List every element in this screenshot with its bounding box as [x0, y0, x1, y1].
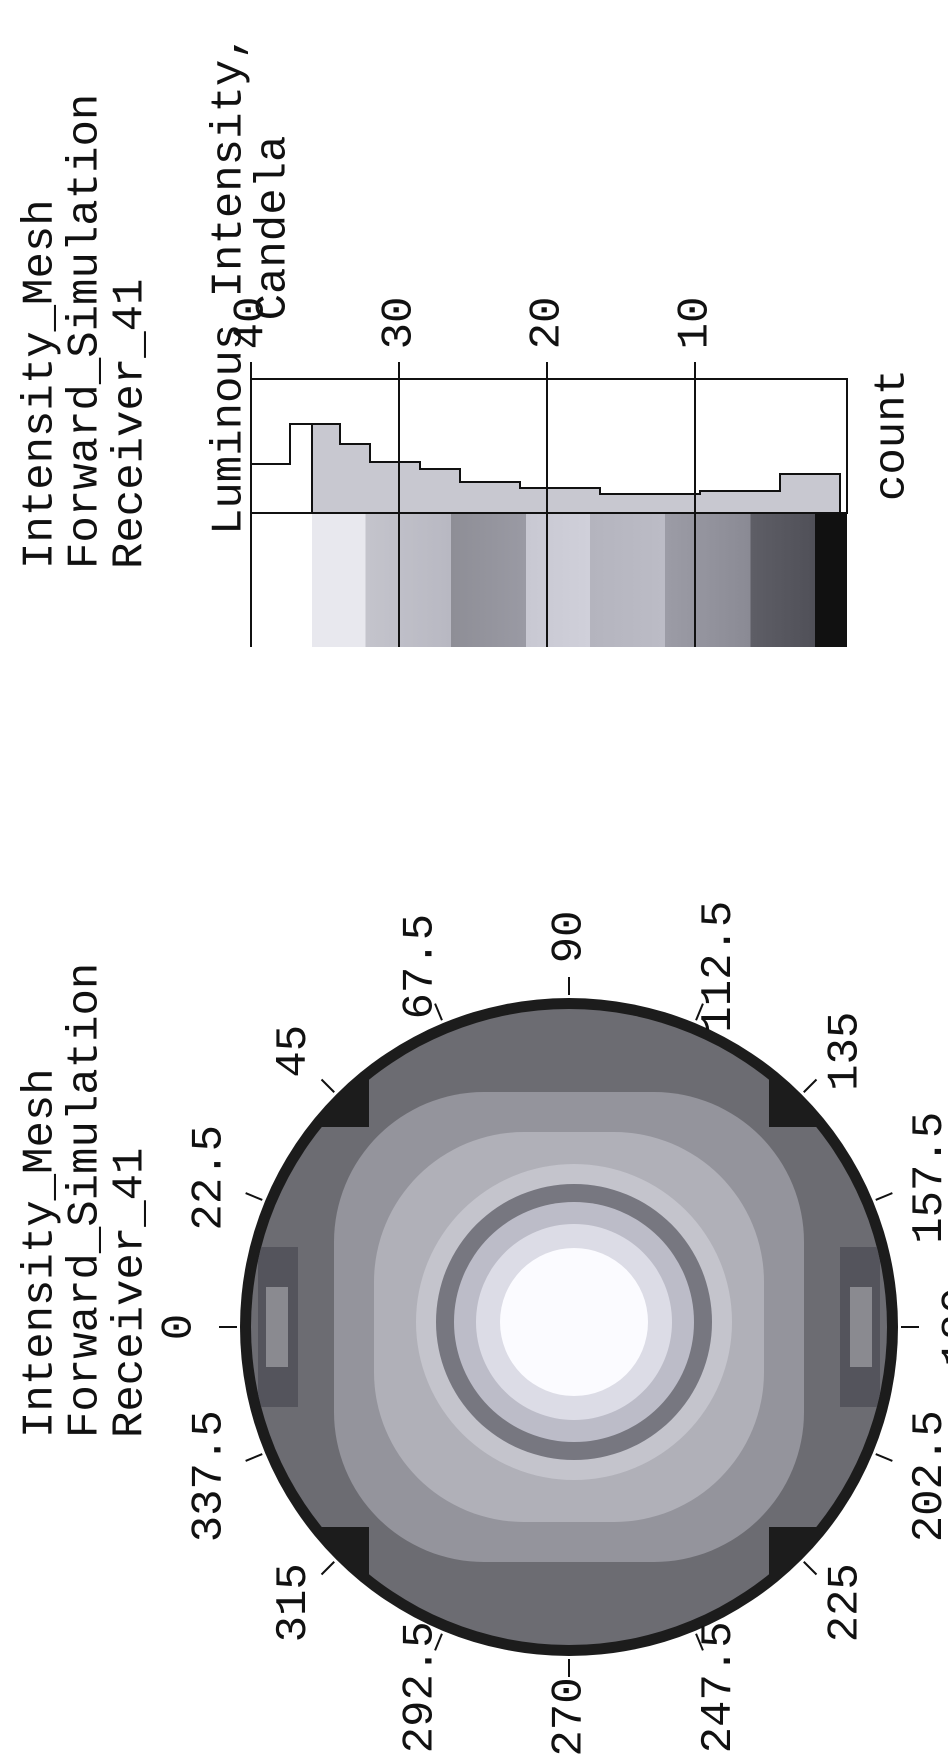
panel-title: Intensity_Mesh: [16, 1068, 66, 1438]
angle-tick: [695, 1003, 704, 1021]
panel-title: Receiver_41: [106, 1148, 156, 1438]
tick-label: 10: [671, 297, 721, 350]
angle-tick: [245, 1453, 263, 1462]
angle-label: 135: [820, 1012, 870, 1091]
angle-label: 90: [545, 911, 595, 964]
angle-label: 247.5: [694, 1621, 744, 1753]
angle-label: 157.5: [905, 1112, 948, 1244]
tick-label: 30: [375, 297, 425, 350]
angle-label: 45: [269, 1025, 319, 1078]
angle-label: 225: [820, 1563, 870, 1642]
angle-label: 315: [269, 1563, 319, 1642]
polar-map: [240, 998, 898, 1656]
angle-tick: [803, 1561, 818, 1576]
angle-label: 67.5: [395, 914, 445, 1020]
angle-tick: [320, 1078, 335, 1093]
count-label: count: [868, 369, 918, 501]
angle-tick: [245, 1192, 263, 1201]
angle-label: 270: [545, 1677, 595, 1754]
angle-label: 180: [935, 1287, 948, 1366]
panel-title: Forward_Simulation: [61, 963, 111, 1438]
tick-label: 20: [523, 297, 573, 350]
tick-label: 40: [227, 297, 277, 350]
axis-label: Candela: [249, 136, 299, 321]
angle-tick: [434, 1003, 443, 1021]
angle-label: 337.5: [184, 1410, 234, 1542]
angle-tick: [803, 1078, 818, 1093]
colorbar: [250, 378, 848, 647]
panel-title: Intensity_Mesh: [16, 199, 66, 569]
angle-label: 202.5: [905, 1410, 948, 1542]
angle-tick: [875, 1453, 893, 1462]
angle-label: 0: [155, 1314, 205, 1340]
panel-title: Forward_Simulation: [61, 94, 111, 569]
angle-label: 112.5: [694, 901, 744, 1033]
angle-tick: [875, 1192, 893, 1201]
axis-label: Luminous Intensity,: [205, 33, 255, 535]
angle-tick: [434, 1633, 443, 1651]
panel-title: Receiver_41: [106, 279, 156, 569]
angle-tick: [695, 1633, 704, 1651]
angle-tick: [320, 1561, 335, 1576]
angle-label: 22.5: [184, 1125, 234, 1231]
